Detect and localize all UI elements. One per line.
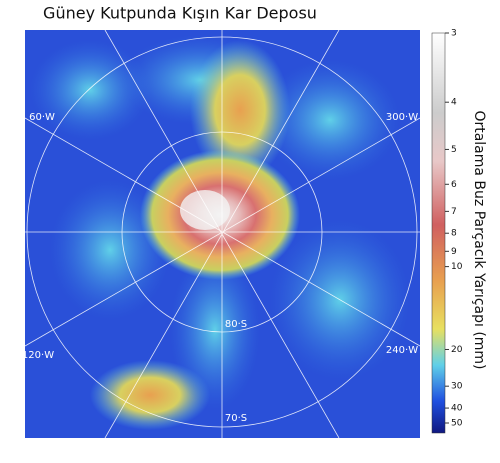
grid-label: 70·S (225, 413, 247, 424)
colorbar-label: Ortalama Buz Parçacık Yarıçapı (mm) (471, 110, 487, 369)
colorbar-ticks: 3 4 5 6 7 8 9 10 20 30 40 50 (445, 29, 463, 429)
colorbar-tick-label: 8 (451, 229, 457, 239)
grid-labels: 60·W 300·W 120·W 240·W 80·S 70·S (22, 112, 418, 424)
colorbar (431, 32, 446, 434)
grid-label: 80·S (225, 319, 247, 330)
title: Güney Kutpunda Kışın Kar Deposu (43, 4, 317, 23)
colorbar-tick-label: 30 (451, 382, 463, 392)
colorbar-tick-label: 4 (451, 98, 457, 108)
colorbar-tick-label: 9 (451, 247, 457, 257)
colorbar-tick-label: 3 (451, 29, 457, 39)
grid-label: 240·W (386, 345, 418, 356)
colorbar-tick-label: 10 (451, 262, 463, 272)
grid-label: 60·W (29, 112, 55, 123)
colorbar-tick-label: 6 (451, 180, 457, 190)
map (25, 30, 420, 438)
colorbar-tick-label: 7 (451, 207, 457, 217)
colorbar-tick-label: 50 (451, 419, 463, 429)
colorbar-tick-label: 40 (451, 404, 463, 414)
colorbar-tick-label: 20 (451, 345, 463, 355)
colorbar-tick-label: 5 (451, 145, 457, 155)
grid-label: 120·W (22, 350, 54, 361)
grid-label: 300·W (386, 112, 418, 123)
